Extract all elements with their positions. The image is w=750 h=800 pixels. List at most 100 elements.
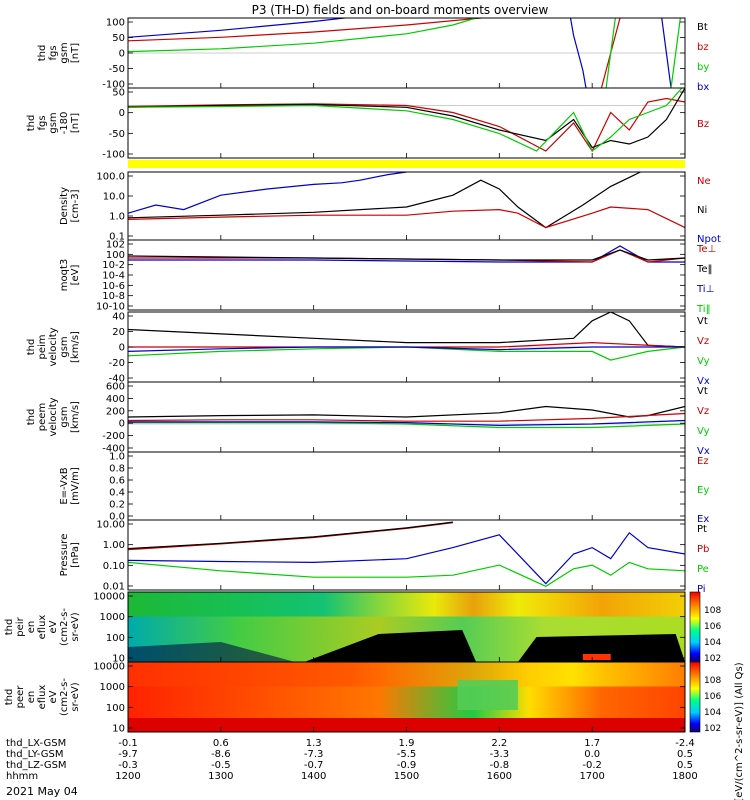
- y-axis-label-line: gsm: [59, 42, 70, 63]
- y-axis-label-line: [km/s]: [70, 401, 81, 433]
- y-tick-label: -200: [102, 431, 125, 442]
- x-axis-value: -0.1: [118, 738, 138, 749]
- y-tick-label: 10: [112, 724, 125, 735]
- series-line-Vx: [128, 346, 685, 352]
- colorbar-tick-label: 108: [704, 676, 721, 686]
- legend-entry: Vz: [697, 336, 709, 347]
- legend-entry: by: [697, 62, 709, 73]
- y-axis-label: E=-VxB [mV/m]: [59, 467, 81, 505]
- x-axis-row-label: thd_LX-GSM: [6, 738, 66, 749]
- x-axis-value: 0.5: [677, 749, 693, 760]
- y-axis-label-line: [cm-3]: [70, 189, 81, 222]
- y-tick-label: 0.8: [109, 464, 125, 475]
- y-axis-label-line: eV: [48, 620, 59, 633]
- y-axis-label: thd peim velocity gsm [km/s]: [26, 327, 81, 366]
- y-tick-label: 10000: [93, 662, 125, 673]
- x-axis-value: 1.3: [306, 738, 322, 749]
- legend-entry: Ti‖: [696, 304, 711, 315]
- panel-3: 100.0 10.0 1.0 0.1 Density [cm-3] Ne Ni Npot: [59, 171, 721, 245]
- y-axis-label-line: moqt3: [59, 259, 70, 292]
- quality-flag-bar: [128, 160, 685, 168]
- panel-8: 10.00 1.00 0.10 0.01 Pressure [nPa] Pt Pb Pe Pi: [59, 519, 709, 595]
- panel-frame: [127, 519, 686, 591]
- colorbar-tick-label: 108: [704, 606, 721, 616]
- y-tick-label: 100: [106, 633, 125, 644]
- y-tick-label: 0.4: [109, 488, 125, 499]
- series-line-Vz: [128, 341, 685, 348]
- x-axis-value: -0.7: [304, 760, 324, 771]
- y-tick-label: 50: [112, 33, 125, 44]
- y-axis-label: Pressure [nPa]: [59, 534, 81, 577]
- series-line-Vt: [128, 312, 685, 348]
- x-axis-row-label: thd_LZ-GSM: [6, 760, 67, 771]
- y-axis-label-line: peim: [37, 334, 48, 359]
- y-axis-label-line: peem: [37, 403, 48, 431]
- y-axis-label-line: eV: [48, 690, 59, 703]
- y-tick-label: 10-10: [96, 302, 125, 313]
- colorbar-tick-label: 102: [704, 654, 721, 664]
- series-line-Te-par: [128, 249, 685, 261]
- series-line-Vt: [128, 405, 685, 418]
- y-tick-label: 10-4: [102, 271, 125, 282]
- y-tick-label: -50: [109, 129, 125, 140]
- series-line-Vx: [128, 419, 685, 427]
- y-tick-label: 1000: [100, 612, 125, 623]
- series-line-Pt: [128, 521, 453, 550]
- colorbar-tick-label: 102: [704, 724, 721, 734]
- y-axis-label-line: thd: [26, 339, 37, 356]
- y-tick-label: 1.0: [109, 212, 125, 223]
- series-line-Vy: [128, 346, 685, 361]
- legend-entry: Bz: [697, 119, 709, 130]
- legend-entry: Ey: [697, 485, 709, 496]
- y-axis-label-line: fgs: [37, 115, 48, 130]
- x-axis-row-label: hhmm: [6, 771, 38, 782]
- y-tick-label: 100: [106, 703, 125, 714]
- x-axis-value: -0.8: [490, 760, 510, 771]
- y-axis-label-line: [eV]: [70, 265, 81, 286]
- series-line-bx: [128, 18, 350, 38]
- y-tick-label: -50: [109, 64, 125, 75]
- series-line-Ni: [128, 172, 685, 229]
- x-axis-value: 2.2: [491, 738, 507, 749]
- y-axis-label-line: -180: [59, 112, 70, 135]
- y-tick-label: 0: [119, 343, 125, 354]
- x-axis-value: -2.4: [675, 738, 695, 749]
- series-line-by-late: [605, 18, 616, 88]
- y-tick-label: 0.0: [109, 512, 125, 523]
- series-line-Vz: [128, 412, 685, 422]
- y-tick-label: 100.0: [96, 172, 125, 183]
- y-axis-label-line: thd: [4, 619, 15, 636]
- x-axis-value: -5.5: [397, 749, 417, 760]
- series-line-bx-late: [569, 18, 587, 88]
- x-axis-value: 1400: [301, 771, 326, 782]
- panel-7: 1.00.80.60.40.20.0 E=-VxB [mV/m] Ez Ey Ex: [59, 451, 709, 525]
- x-axis-labels: thd_LX-GSM -0.1 0.6 1.3 1.9 2.2 1.7 -2.4 thd_LY-…: [6, 738, 698, 782]
- legend-entry: Vy: [697, 426, 710, 437]
- colorbar: [689, 661, 701, 733]
- x-axis-value: 1.7: [584, 738, 600, 749]
- y-axis-label-line: eflux: [37, 685, 48, 710]
- series-line-Pi: [128, 531, 685, 585]
- y-tick-label: 100: [106, 18, 125, 29]
- legend-entry: Vz: [697, 406, 709, 417]
- y-tick-label: -40: [109, 374, 125, 385]
- y-tick-label: 200: [106, 406, 125, 417]
- panel-frame: [127, 451, 686, 521]
- y-tick-label: -100: [102, 80, 125, 91]
- y-axis-label: Density [cm-3]: [59, 187, 81, 225]
- legend-entry: Ni: [697, 205, 707, 216]
- legend-entry: Vy: [697, 356, 710, 367]
- spectrogram-dropout: [517, 634, 685, 662]
- y-tick-label: 10: [112, 654, 125, 665]
- spectrogram-high-energy: [128, 592, 685, 617]
- legend-entry: Te‖: [696, 264, 713, 275]
- y-axis-label-line: [nPa]: [70, 542, 81, 568]
- y-tick-label: 10-2: [102, 260, 125, 271]
- y-tick-label: 0.10: [103, 561, 125, 572]
- x-axis-value: 1700: [579, 771, 604, 782]
- y-tick-label: -400: [102, 444, 125, 455]
- x-axis-value: -3.3: [490, 749, 510, 760]
- y-axis-label: thd fgs gsm [nT]: [37, 42, 81, 63]
